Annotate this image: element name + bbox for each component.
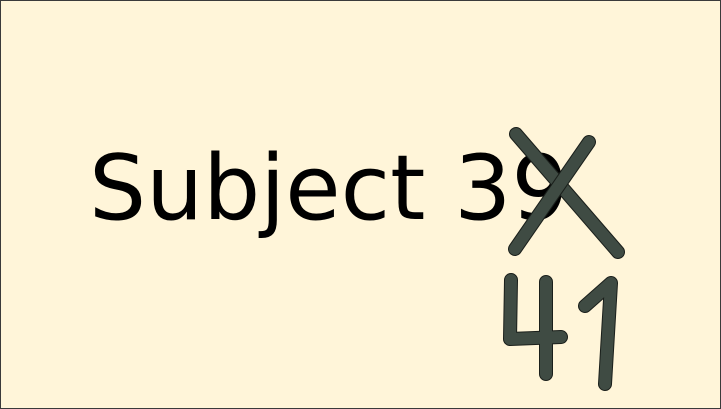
digit-1-stroke bbox=[578, 276, 618, 391]
handwritten-41 bbox=[503, 273, 618, 391]
subject-title: Subject 39 bbox=[89, 139, 569, 239]
subject-prefix: Subject bbox=[89, 136, 455, 241]
digit-4-stroke bbox=[503, 273, 568, 381]
original-number: 39 bbox=[454, 136, 569, 241]
